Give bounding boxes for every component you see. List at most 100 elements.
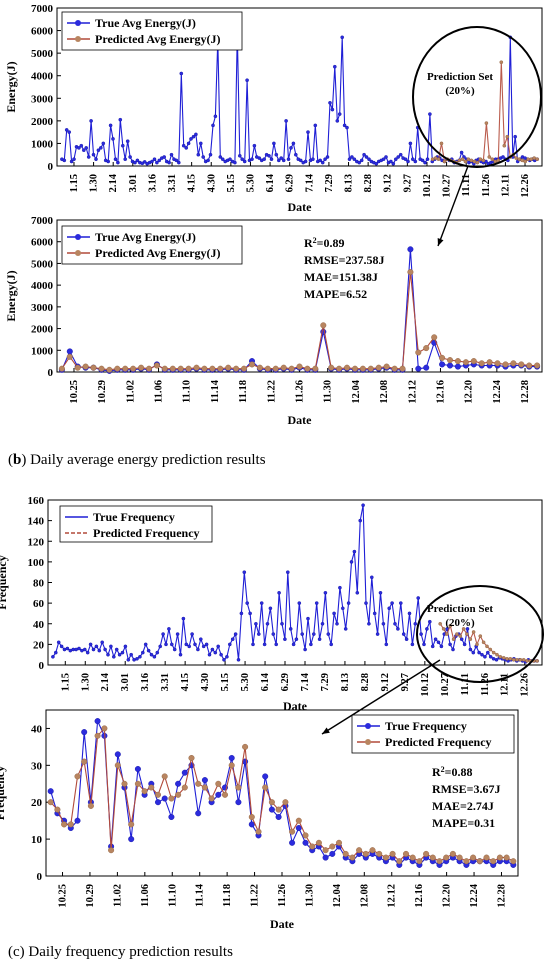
data-point	[501, 155, 505, 159]
data-point	[125, 139, 130, 143]
data-point	[177, 365, 184, 372]
data-point	[478, 634, 483, 638]
data-point	[480, 652, 484, 657]
data-point	[447, 362, 454, 369]
data-point	[155, 160, 159, 165]
y-tick-label: 80	[33, 578, 45, 590]
data-point	[215, 780, 222, 787]
data-point	[505, 134, 510, 139]
data-point	[472, 159, 477, 164]
x-tick-label: 7.14	[304, 173, 315, 192]
x-tick-label: 11.26	[480, 673, 491, 696]
data-point	[74, 364, 81, 371]
legend-swatch-marker	[75, 20, 81, 26]
x-tick-label: 8.13	[340, 673, 351, 691]
x-tick-label: 12.28	[496, 884, 507, 908]
data-point	[382, 854, 389, 861]
x-tick-label: 12.26	[520, 673, 531, 697]
data-point	[271, 632, 276, 636]
data-point	[189, 137, 193, 141]
data-point	[465, 632, 469, 636]
data-point	[303, 159, 308, 164]
data-point	[460, 157, 465, 161]
data-point	[336, 365, 343, 372]
data-point	[126, 658, 131, 662]
data-point	[436, 640, 441, 645]
data-point	[433, 637, 438, 642]
data-point	[508, 657, 513, 661]
data-point	[268, 606, 273, 611]
x-tick-label: 10.12	[422, 174, 433, 198]
data-point	[487, 155, 492, 159]
x-tick-label: 11.11	[460, 673, 471, 695]
data-point	[465, 627, 470, 631]
data-point	[262, 642, 267, 647]
data-point	[423, 850, 430, 857]
data-point	[355, 591, 360, 595]
data-point	[349, 560, 354, 564]
data-point	[65, 646, 70, 651]
data-point	[239, 611, 244, 616]
data-point	[288, 627, 293, 631]
data-point	[337, 112, 342, 116]
data-point	[198, 637, 203, 642]
data-point	[230, 637, 235, 642]
data-point	[94, 157, 98, 161]
data-point	[490, 157, 495, 161]
data-point	[114, 647, 119, 652]
data-point	[86, 155, 91, 159]
y-axis-label: Frequency	[0, 555, 9, 609]
data-point	[303, 647, 307, 652]
y-tick-label: 100	[28, 557, 45, 569]
data-point	[221, 791, 228, 798]
data-point	[499, 60, 504, 65]
data-point	[81, 729, 88, 736]
legend-swatch-marker	[365, 739, 371, 745]
data-point	[362, 850, 369, 857]
x-tick-label: 3.31	[167, 174, 178, 192]
data-point	[359, 365, 366, 372]
data-point	[236, 658, 241, 662]
metric-line: MAE=151.38J	[304, 270, 378, 284]
data-point	[149, 652, 154, 657]
x-tick-label: 9.12	[383, 174, 394, 192]
data-point	[535, 659, 539, 663]
data-point	[428, 112, 432, 116]
data-point	[463, 159, 468, 164]
data-point	[376, 850, 383, 857]
data-point	[359, 158, 364, 163]
data-point	[201, 365, 208, 372]
data-point	[439, 354, 446, 361]
data-point	[326, 632, 331, 636]
data-point	[484, 121, 489, 125]
data-point	[451, 647, 455, 652]
data-point	[275, 814, 282, 821]
data-point	[179, 71, 184, 76]
data-point	[242, 159, 247, 164]
data-point	[83, 647, 87, 652]
data-point	[196, 647, 200, 652]
data-point	[468, 647, 473, 652]
data-point	[515, 658, 519, 662]
data-point	[322, 854, 329, 861]
legend-label: True Frequency	[385, 719, 467, 733]
data-point	[322, 847, 329, 854]
y-tick-label: 40	[31, 723, 43, 735]
x-tick-label: 6.29	[280, 673, 291, 691]
x-axis-label: Date	[270, 917, 295, 931]
data-point	[490, 858, 497, 865]
x-tick-label: 5.30	[240, 673, 251, 691]
plot-frame	[56, 7, 543, 167]
x-tick-label: 3.16	[147, 174, 158, 192]
data-point	[87, 802, 94, 809]
data-point	[201, 777, 208, 784]
data-point	[526, 362, 533, 369]
data-point	[478, 157, 483, 161]
data-point	[401, 632, 406, 636]
data-point	[280, 364, 287, 371]
data-point	[134, 780, 141, 787]
data-point	[493, 159, 498, 164]
x-tick-label: 7.29	[320, 673, 331, 691]
data-point	[513, 134, 518, 139]
data-point	[476, 858, 483, 865]
